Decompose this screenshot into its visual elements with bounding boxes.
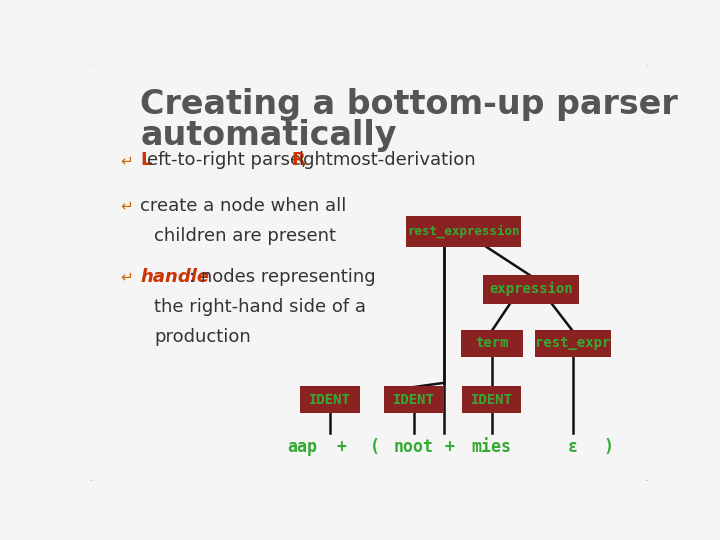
FancyBboxPatch shape [406, 216, 521, 246]
FancyBboxPatch shape [384, 386, 444, 413]
Text: +: + [336, 438, 346, 456]
Text: ↵: ↵ [121, 199, 133, 214]
Text: ): ) [604, 438, 614, 456]
Text: term: term [475, 336, 508, 350]
Text: Creating a bottom-up parser: Creating a bottom-up parser [140, 87, 678, 120]
Text: ↵: ↵ [121, 269, 133, 285]
Text: rest_expr: rest_expr [535, 336, 611, 350]
Text: ightmost-derivation: ightmost-derivation [299, 151, 477, 170]
Text: R: R [291, 151, 305, 170]
Text: L: L [140, 151, 152, 170]
FancyBboxPatch shape [300, 386, 359, 413]
Text: ε: ε [567, 438, 577, 456]
FancyBboxPatch shape [535, 329, 611, 357]
FancyBboxPatch shape [461, 329, 523, 357]
Text: IDENT: IDENT [471, 393, 513, 407]
Text: mies: mies [472, 438, 512, 456]
Text: the right-hand side of a: the right-hand side of a [154, 298, 366, 316]
Text: IDENT: IDENT [392, 393, 435, 407]
Text: automatically: automatically [140, 119, 397, 152]
Text: ↵: ↵ [121, 153, 133, 168]
FancyBboxPatch shape [462, 386, 521, 413]
Text: +: + [445, 438, 455, 456]
FancyBboxPatch shape [483, 274, 579, 304]
Text: noot: noot [394, 438, 433, 456]
Text: aap: aap [287, 438, 317, 456]
Text: expression: expression [489, 282, 572, 296]
Text: children are present: children are present [154, 227, 336, 245]
Text: : nodes representing: : nodes representing [189, 268, 375, 286]
Text: rest_expression: rest_expression [408, 225, 520, 238]
Text: IDENT: IDENT [309, 393, 351, 407]
Text: create a node when all: create a node when all [140, 197, 346, 215]
Text: (: ( [369, 438, 379, 456]
Text: eft-to-right parse,: eft-to-right parse, [148, 151, 313, 170]
Text: handle: handle [140, 268, 210, 286]
Text: production: production [154, 328, 251, 346]
FancyBboxPatch shape [87, 63, 651, 483]
